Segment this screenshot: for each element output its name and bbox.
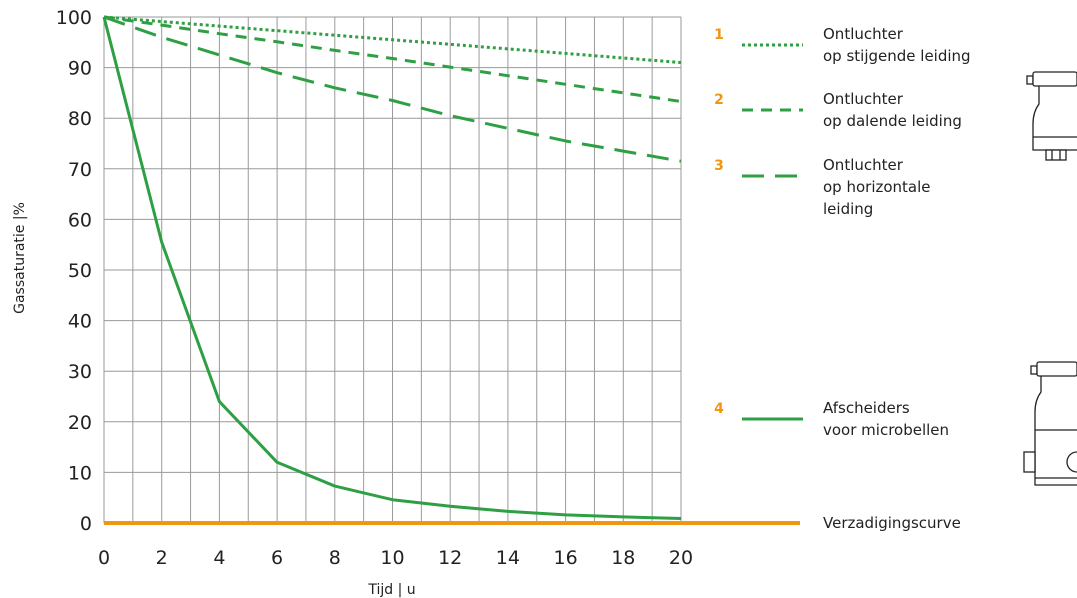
legend-label: Ontluchter — [823, 90, 904, 108]
x-tick-label: 12 — [438, 547, 462, 569]
legend-number: 2 — [714, 92, 724, 108]
x-axis-title: Tijd | u — [367, 582, 415, 598]
y-tick-label: 10 — [68, 462, 92, 484]
legend-label: Ontluchter — [823, 25, 904, 43]
legend-label: Verzadigingscurve — [823, 514, 961, 532]
grid — [103, 16, 682, 524]
x-tick-label: 6 — [271, 547, 283, 569]
series-line-3 — [103, 15, 682, 163]
y-tick-label: 50 — [68, 260, 92, 282]
x-tick-label: 0 — [98, 547, 110, 569]
y-tick-labels: 0 10 20 30 40 50 60 70 80 90 100 — [56, 7, 92, 535]
y-tick-label: 80 — [68, 108, 92, 130]
x-tick-label: 20 — [669, 547, 693, 569]
x-tick-label: 14 — [496, 547, 520, 569]
y-tick-label: 100 — [56, 7, 92, 29]
x-tick-label: 8 — [329, 547, 341, 569]
y-tick-label: 40 — [68, 311, 92, 333]
series-lines — [102, 15, 800, 525]
legend-number: 4 — [714, 401, 724, 417]
y-tick-label: 0 — [80, 513, 92, 535]
y-tick-label: 30 — [68, 361, 92, 383]
vent-valve-icon — [1026, 71, 1077, 161]
x-tick-label: 4 — [213, 547, 225, 569]
legend-label: voor microbellen — [823, 421, 949, 439]
y-tick-label: 70 — [68, 159, 92, 181]
x-tick-label: 16 — [554, 547, 578, 569]
legend-label: op horizontale — [823, 178, 931, 196]
legend-label: Ontluchter — [823, 156, 904, 174]
legend-label: leiding — [823, 200, 873, 218]
series-line-2 — [103, 15, 682, 103]
y-tick-label: 20 — [68, 412, 92, 434]
x-tick-labels: 0 2 4 6 8 10 12 14 16 18 20 — [98, 547, 693, 569]
series-line-1 — [103, 15, 682, 65]
x-tick-label: 10 — [380, 547, 404, 569]
microbubble-separator-icon — [1023, 361, 1077, 486]
y-tick-label: 60 — [68, 209, 92, 231]
series-line-4 — [102, 16, 682, 520]
x-tick-label: 18 — [611, 547, 635, 569]
x-tick-label: 2 — [156, 547, 168, 569]
legend-label: op dalende leiding — [823, 112, 962, 130]
legend-number: 1 — [714, 27, 724, 43]
y-axis-title: Gassaturatie |% — [12, 202, 28, 314]
legend-number: 3 — [714, 158, 724, 174]
legend-label: op stijgende leiding — [823, 47, 971, 65]
legend: 1 Ontluchter op stijgende leiding 2 Ontlucht… — [714, 25, 970, 532]
y-tick-label: 90 — [68, 58, 92, 80]
legend-label: Afscheiders — [823, 399, 910, 417]
